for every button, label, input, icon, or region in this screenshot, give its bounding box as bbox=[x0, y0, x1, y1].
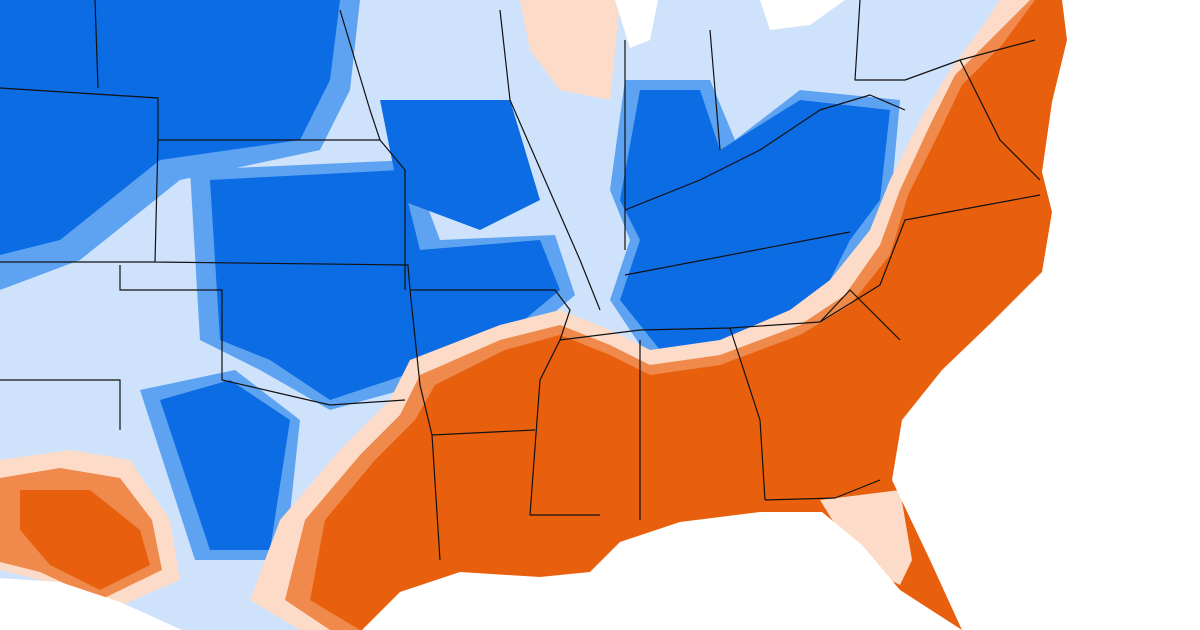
dark-blue-region bbox=[620, 90, 890, 350]
atlantic bbox=[892, 0, 1200, 630]
mexico bbox=[0, 578, 182, 630]
orange-region bbox=[20, 490, 150, 590]
dark-blue-region bbox=[0, 0, 340, 255]
dark-blue-region bbox=[160, 380, 290, 550]
lake-michigan bbox=[615, 0, 658, 48]
gulf bbox=[362, 512, 962, 630]
peach-region bbox=[820, 490, 912, 585]
dark-blue-region bbox=[380, 100, 540, 230]
state-borders bbox=[0, 0, 1041, 561]
lake-erie bbox=[760, 0, 845, 30]
peach-region bbox=[520, 0, 620, 100]
